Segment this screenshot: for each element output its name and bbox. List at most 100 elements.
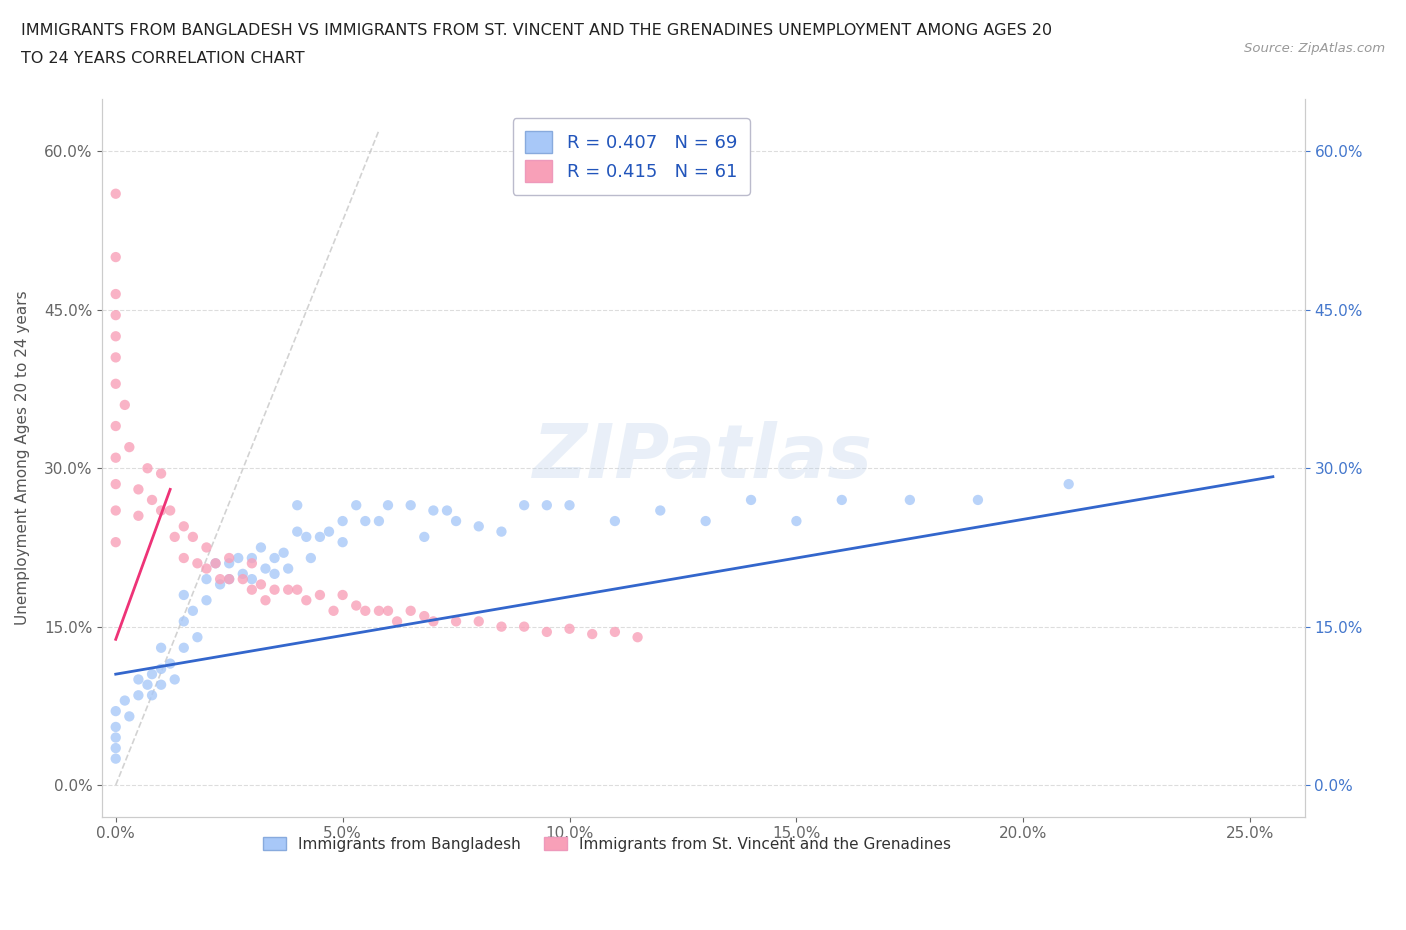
Point bbox=[295, 592, 318, 607]
Point bbox=[173, 588, 195, 603]
Point bbox=[127, 482, 149, 497]
Point bbox=[204, 556, 226, 571]
Point bbox=[254, 561, 277, 576]
Point bbox=[150, 466, 173, 481]
Point bbox=[127, 688, 149, 703]
Point bbox=[163, 672, 186, 687]
Point bbox=[141, 667, 163, 682]
Point bbox=[104, 249, 127, 264]
Point bbox=[104, 186, 127, 201]
Point bbox=[368, 604, 391, 618]
Point bbox=[263, 566, 285, 581]
Point bbox=[104, 418, 127, 433]
Point bbox=[263, 582, 285, 597]
Point bbox=[232, 572, 254, 587]
Point bbox=[163, 529, 186, 544]
Point bbox=[436, 503, 458, 518]
Point bbox=[218, 556, 240, 571]
Point bbox=[399, 604, 422, 618]
Point bbox=[1057, 477, 1080, 492]
Point bbox=[344, 598, 367, 613]
Point bbox=[377, 604, 399, 618]
Point bbox=[263, 551, 285, 565]
Point bbox=[186, 630, 208, 644]
Point bbox=[150, 503, 173, 518]
Point bbox=[785, 513, 807, 528]
Point bbox=[354, 513, 377, 528]
Point bbox=[332, 513, 354, 528]
Point bbox=[377, 498, 399, 512]
Point bbox=[104, 751, 127, 766]
Point bbox=[250, 540, 273, 555]
Point bbox=[104, 503, 127, 518]
Text: Source: ZipAtlas.com: Source: ZipAtlas.com bbox=[1244, 42, 1385, 55]
Point bbox=[385, 614, 408, 629]
Point bbox=[898, 493, 921, 508]
Point bbox=[104, 286, 127, 301]
Point bbox=[195, 592, 218, 607]
Point bbox=[491, 619, 513, 634]
Point bbox=[150, 641, 173, 656]
Point bbox=[277, 582, 299, 597]
Point bbox=[173, 519, 195, 534]
Point bbox=[136, 461, 159, 476]
Text: ZIPatlas: ZIPatlas bbox=[533, 421, 873, 494]
Point bbox=[195, 540, 218, 555]
Point bbox=[558, 621, 581, 636]
Point bbox=[209, 572, 232, 587]
Point bbox=[195, 561, 218, 576]
Point bbox=[603, 624, 626, 639]
Point bbox=[104, 329, 127, 344]
Point bbox=[285, 525, 308, 539]
Point bbox=[232, 566, 254, 581]
Point bbox=[413, 608, 436, 623]
Point bbox=[114, 693, 136, 708]
Point bbox=[104, 377, 127, 392]
Point bbox=[513, 498, 536, 512]
Point bbox=[422, 614, 444, 629]
Point bbox=[181, 529, 204, 544]
Point bbox=[491, 525, 513, 539]
Point bbox=[368, 513, 391, 528]
Point bbox=[141, 493, 163, 508]
Point bbox=[344, 498, 367, 512]
Point bbox=[159, 657, 181, 671]
Point bbox=[422, 503, 444, 518]
Point bbox=[104, 720, 127, 735]
Point bbox=[299, 551, 322, 565]
Point bbox=[444, 513, 467, 528]
Point bbox=[354, 604, 377, 618]
Text: IMMIGRANTS FROM BANGLADESH VS IMMIGRANTS FROM ST. VINCENT AND THE GRENADINES UNE: IMMIGRANTS FROM BANGLADESH VS IMMIGRANTS… bbox=[21, 23, 1052, 38]
Point bbox=[218, 572, 240, 587]
Point bbox=[536, 624, 558, 639]
Point bbox=[273, 545, 295, 560]
Y-axis label: Unemployment Among Ages 20 to 24 years: Unemployment Among Ages 20 to 24 years bbox=[15, 290, 30, 625]
Point bbox=[536, 498, 558, 512]
Point bbox=[195, 572, 218, 587]
Point bbox=[399, 498, 422, 512]
Point bbox=[127, 509, 149, 524]
Point bbox=[209, 577, 232, 591]
Point bbox=[173, 551, 195, 565]
Point bbox=[218, 572, 240, 587]
Point bbox=[150, 661, 173, 676]
Point bbox=[295, 529, 318, 544]
Point bbox=[127, 672, 149, 687]
Point bbox=[181, 604, 204, 618]
Point bbox=[159, 503, 181, 518]
Point bbox=[240, 582, 263, 597]
Point bbox=[226, 551, 249, 565]
Point bbox=[603, 513, 626, 528]
Point bbox=[254, 592, 277, 607]
Point bbox=[468, 519, 491, 534]
Point bbox=[309, 588, 332, 603]
Point bbox=[318, 525, 340, 539]
Point bbox=[104, 730, 127, 745]
Point bbox=[322, 604, 344, 618]
Point bbox=[150, 677, 173, 692]
Point bbox=[240, 551, 263, 565]
Point bbox=[118, 709, 141, 724]
Point bbox=[285, 498, 308, 512]
Point bbox=[285, 582, 308, 597]
Point bbox=[218, 551, 240, 565]
